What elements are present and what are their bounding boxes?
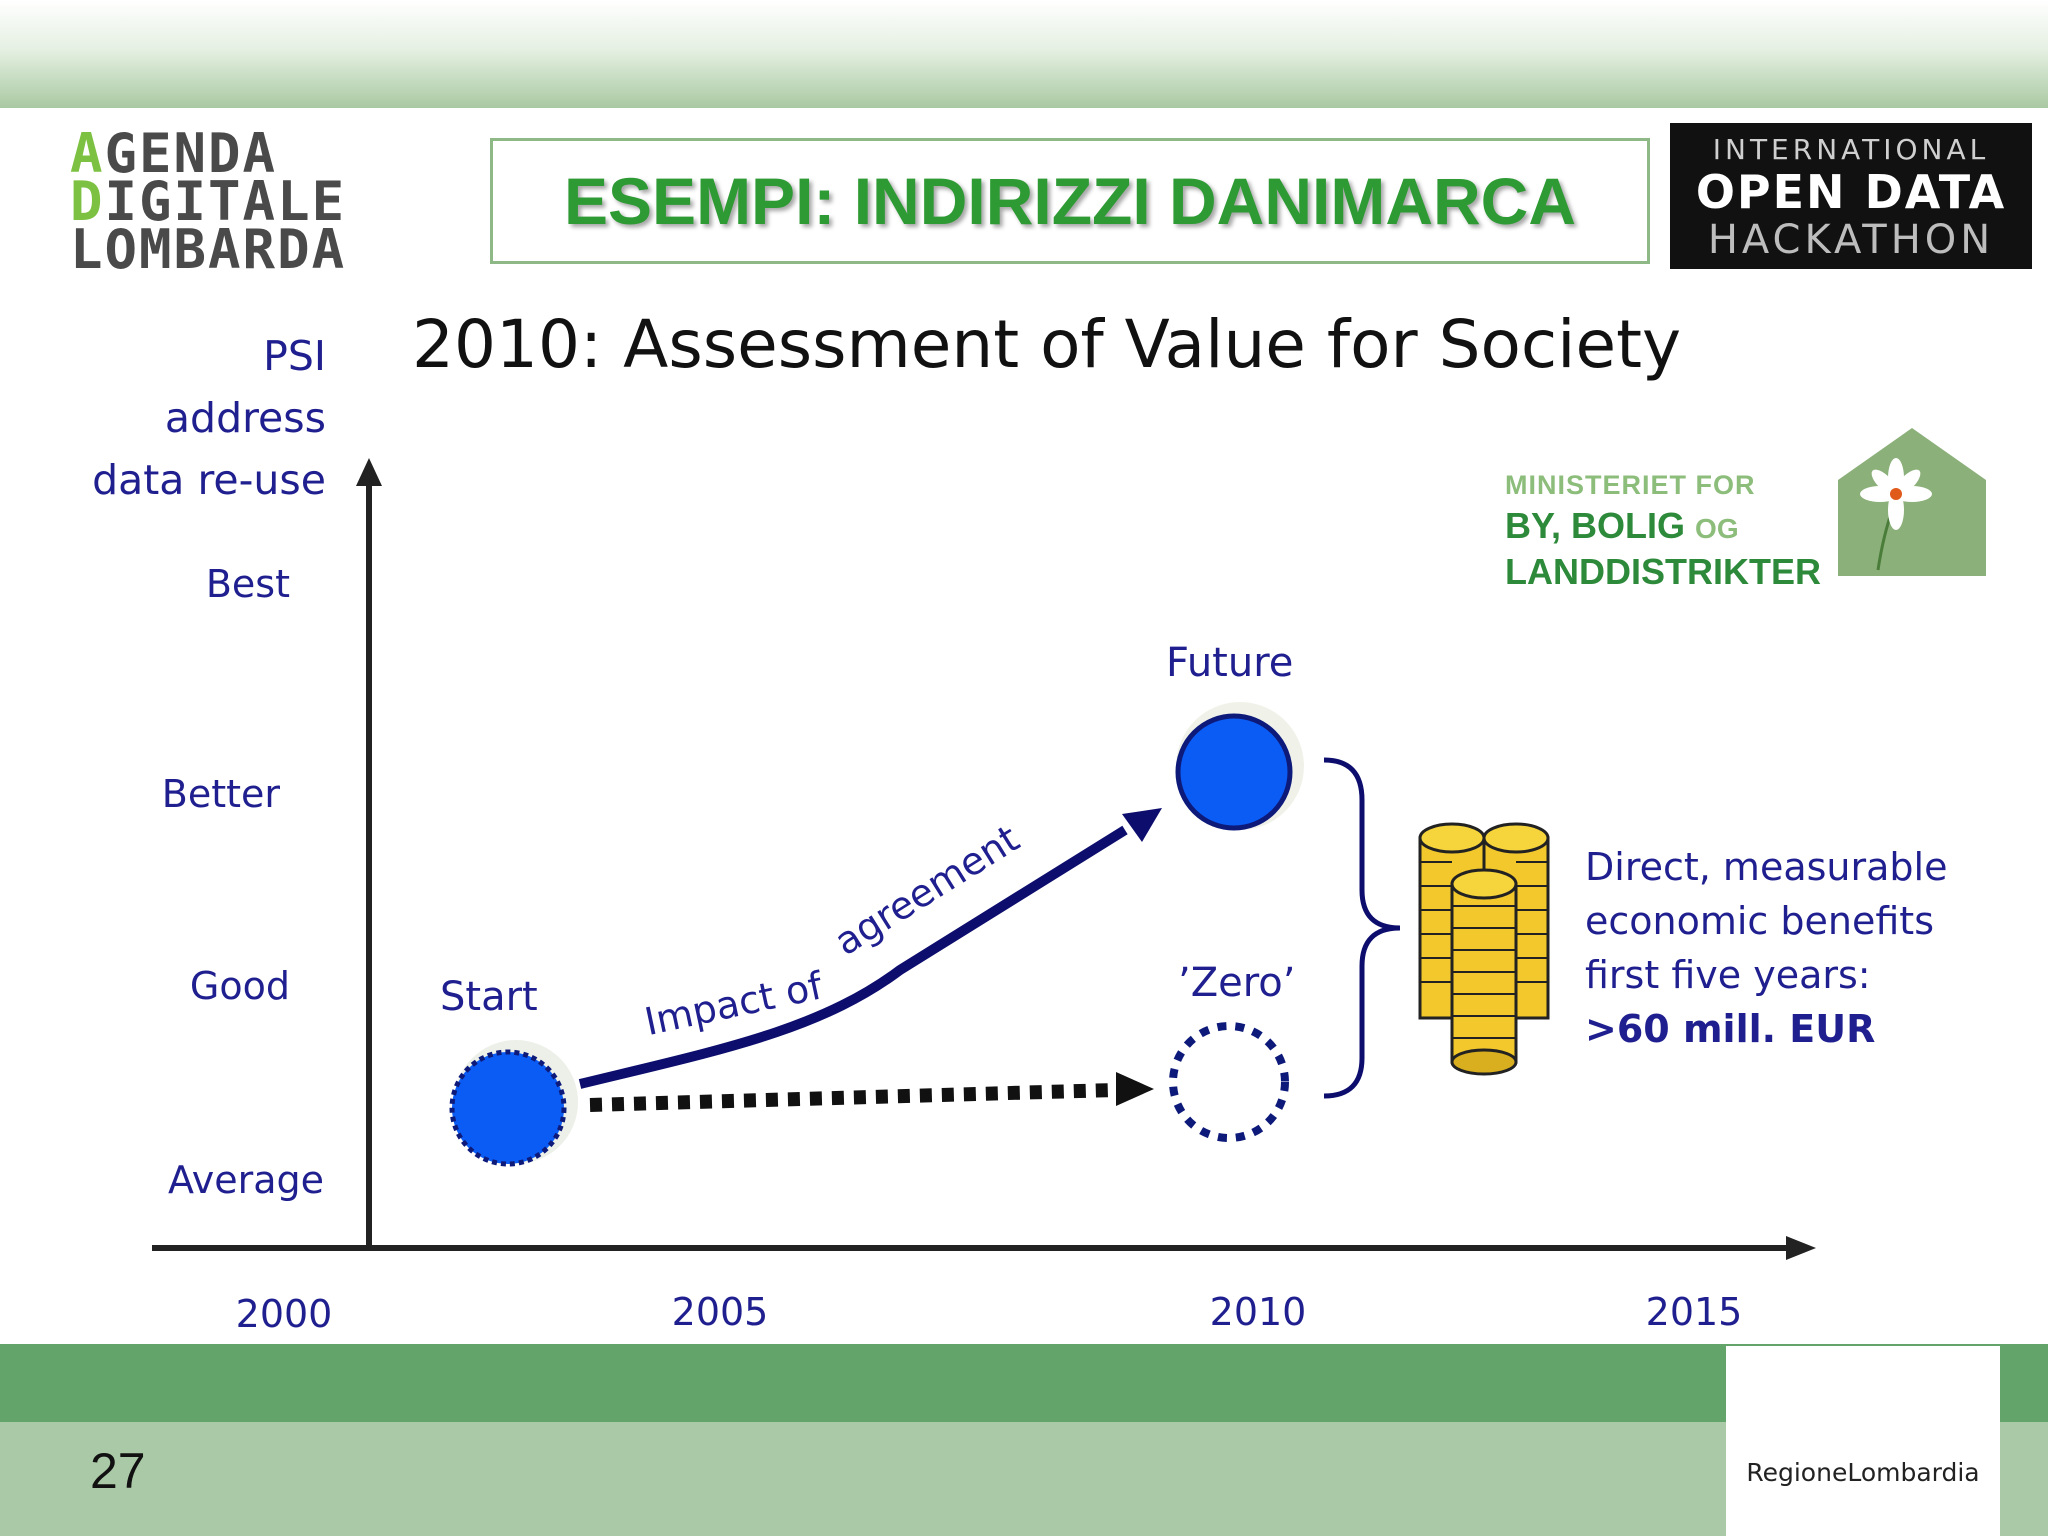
logo-line-3: LOMBARDA (70, 218, 347, 281)
future-label: Future (1166, 640, 1294, 686)
hackathon-logo: INTERNATIONAL OPEN DATA HACKATHON (1670, 123, 2032, 269)
x-tick-2005: 2005 (671, 1290, 769, 1334)
slide-title: ESEMPI: INDIRIZZI DANIMARCA (564, 164, 1576, 238)
start-node (449, 1049, 567, 1167)
start-label: Start (440, 974, 538, 1020)
top-band (0, 0, 2048, 108)
baseline-arrowhead (1116, 1072, 1154, 1106)
footer-band-dark (0, 1344, 2048, 1422)
logo-line-1: AGENDA (70, 122, 278, 185)
benefits-line-3: first five years: (1585, 953, 1871, 997)
ministry-line-1: MINISTERIET FOR (1505, 470, 1756, 500)
ministry-line-3: LANDDISTRIKTER (1505, 551, 1821, 592)
y-level-average: Average (167, 1158, 324, 1202)
y-level-good: Good (189, 964, 290, 1008)
y-axis-arrowhead (356, 458, 382, 486)
impact-arrow (578, 825, 1128, 1089)
benefits-line-2: economic benefits (1585, 899, 1934, 943)
ministry-logo: MINISTERIET FOR BY, BOLIG OG LANDDISTRIK… (1505, 470, 1821, 593)
x-axis-arrowhead (1786, 1236, 1816, 1260)
title-box: ESEMPI: INDIRIZZI DANIMARCA (490, 138, 1650, 264)
baseline-dotted-arrow (589, 1083, 1116, 1112)
hackathon-line-3: HACKATHON (1707, 217, 1995, 263)
y-axis-label-1: PSI (263, 332, 326, 380)
zero-node (1169, 1022, 1289, 1142)
x-tick-2015: 2015 (1645, 1290, 1743, 1334)
hackathon-line-2: OPEN DATA (1695, 165, 2007, 219)
coin-stack-icon (1418, 822, 1550, 1076)
benefits-line-1: Direct, measurable (1585, 845, 1948, 889)
x-tick-2000: 2000 (235, 1292, 333, 1336)
benefits-amount: >60 mill. EUR (1585, 1007, 1876, 1051)
flower-house-icon (1838, 428, 1986, 576)
y-axis-label-3: data re-use (92, 456, 326, 504)
future-node (1175, 713, 1293, 831)
regione-lombardia-logo: RegioneLombardia (1726, 1346, 2000, 1536)
regione-lombardia-text: RegioneLombardia (1746, 1458, 1980, 1487)
x-tick-2010: 2010 (1209, 1290, 1307, 1334)
benefits-text: Direct, measurable economic benefits fir… (1585, 840, 1947, 1056)
hackathon-line-1: INTERNATIONAL (1712, 133, 1990, 166)
y-level-better: Better (161, 772, 280, 816)
diagram-subtitle: 2010: Assessment of Value for Society (412, 306, 1682, 383)
agenda-digitale-logo: AGENDA DIGITALE LOMBARDA (70, 122, 470, 290)
logo-line-2: DIGITALE (70, 170, 347, 233)
y-axis-label-2: address (164, 394, 326, 442)
page-number: 27 (90, 1443, 146, 1499)
benefit-brace (1323, 757, 1401, 1099)
impact-arrowhead (1122, 808, 1162, 842)
ministry-line-2: BY, BOLIG OG (1505, 505, 1739, 546)
y-level-best: Best (205, 562, 290, 606)
footer-band-light (0, 1422, 2048, 1536)
zero-label: ’Zero’ (1178, 960, 1296, 1006)
